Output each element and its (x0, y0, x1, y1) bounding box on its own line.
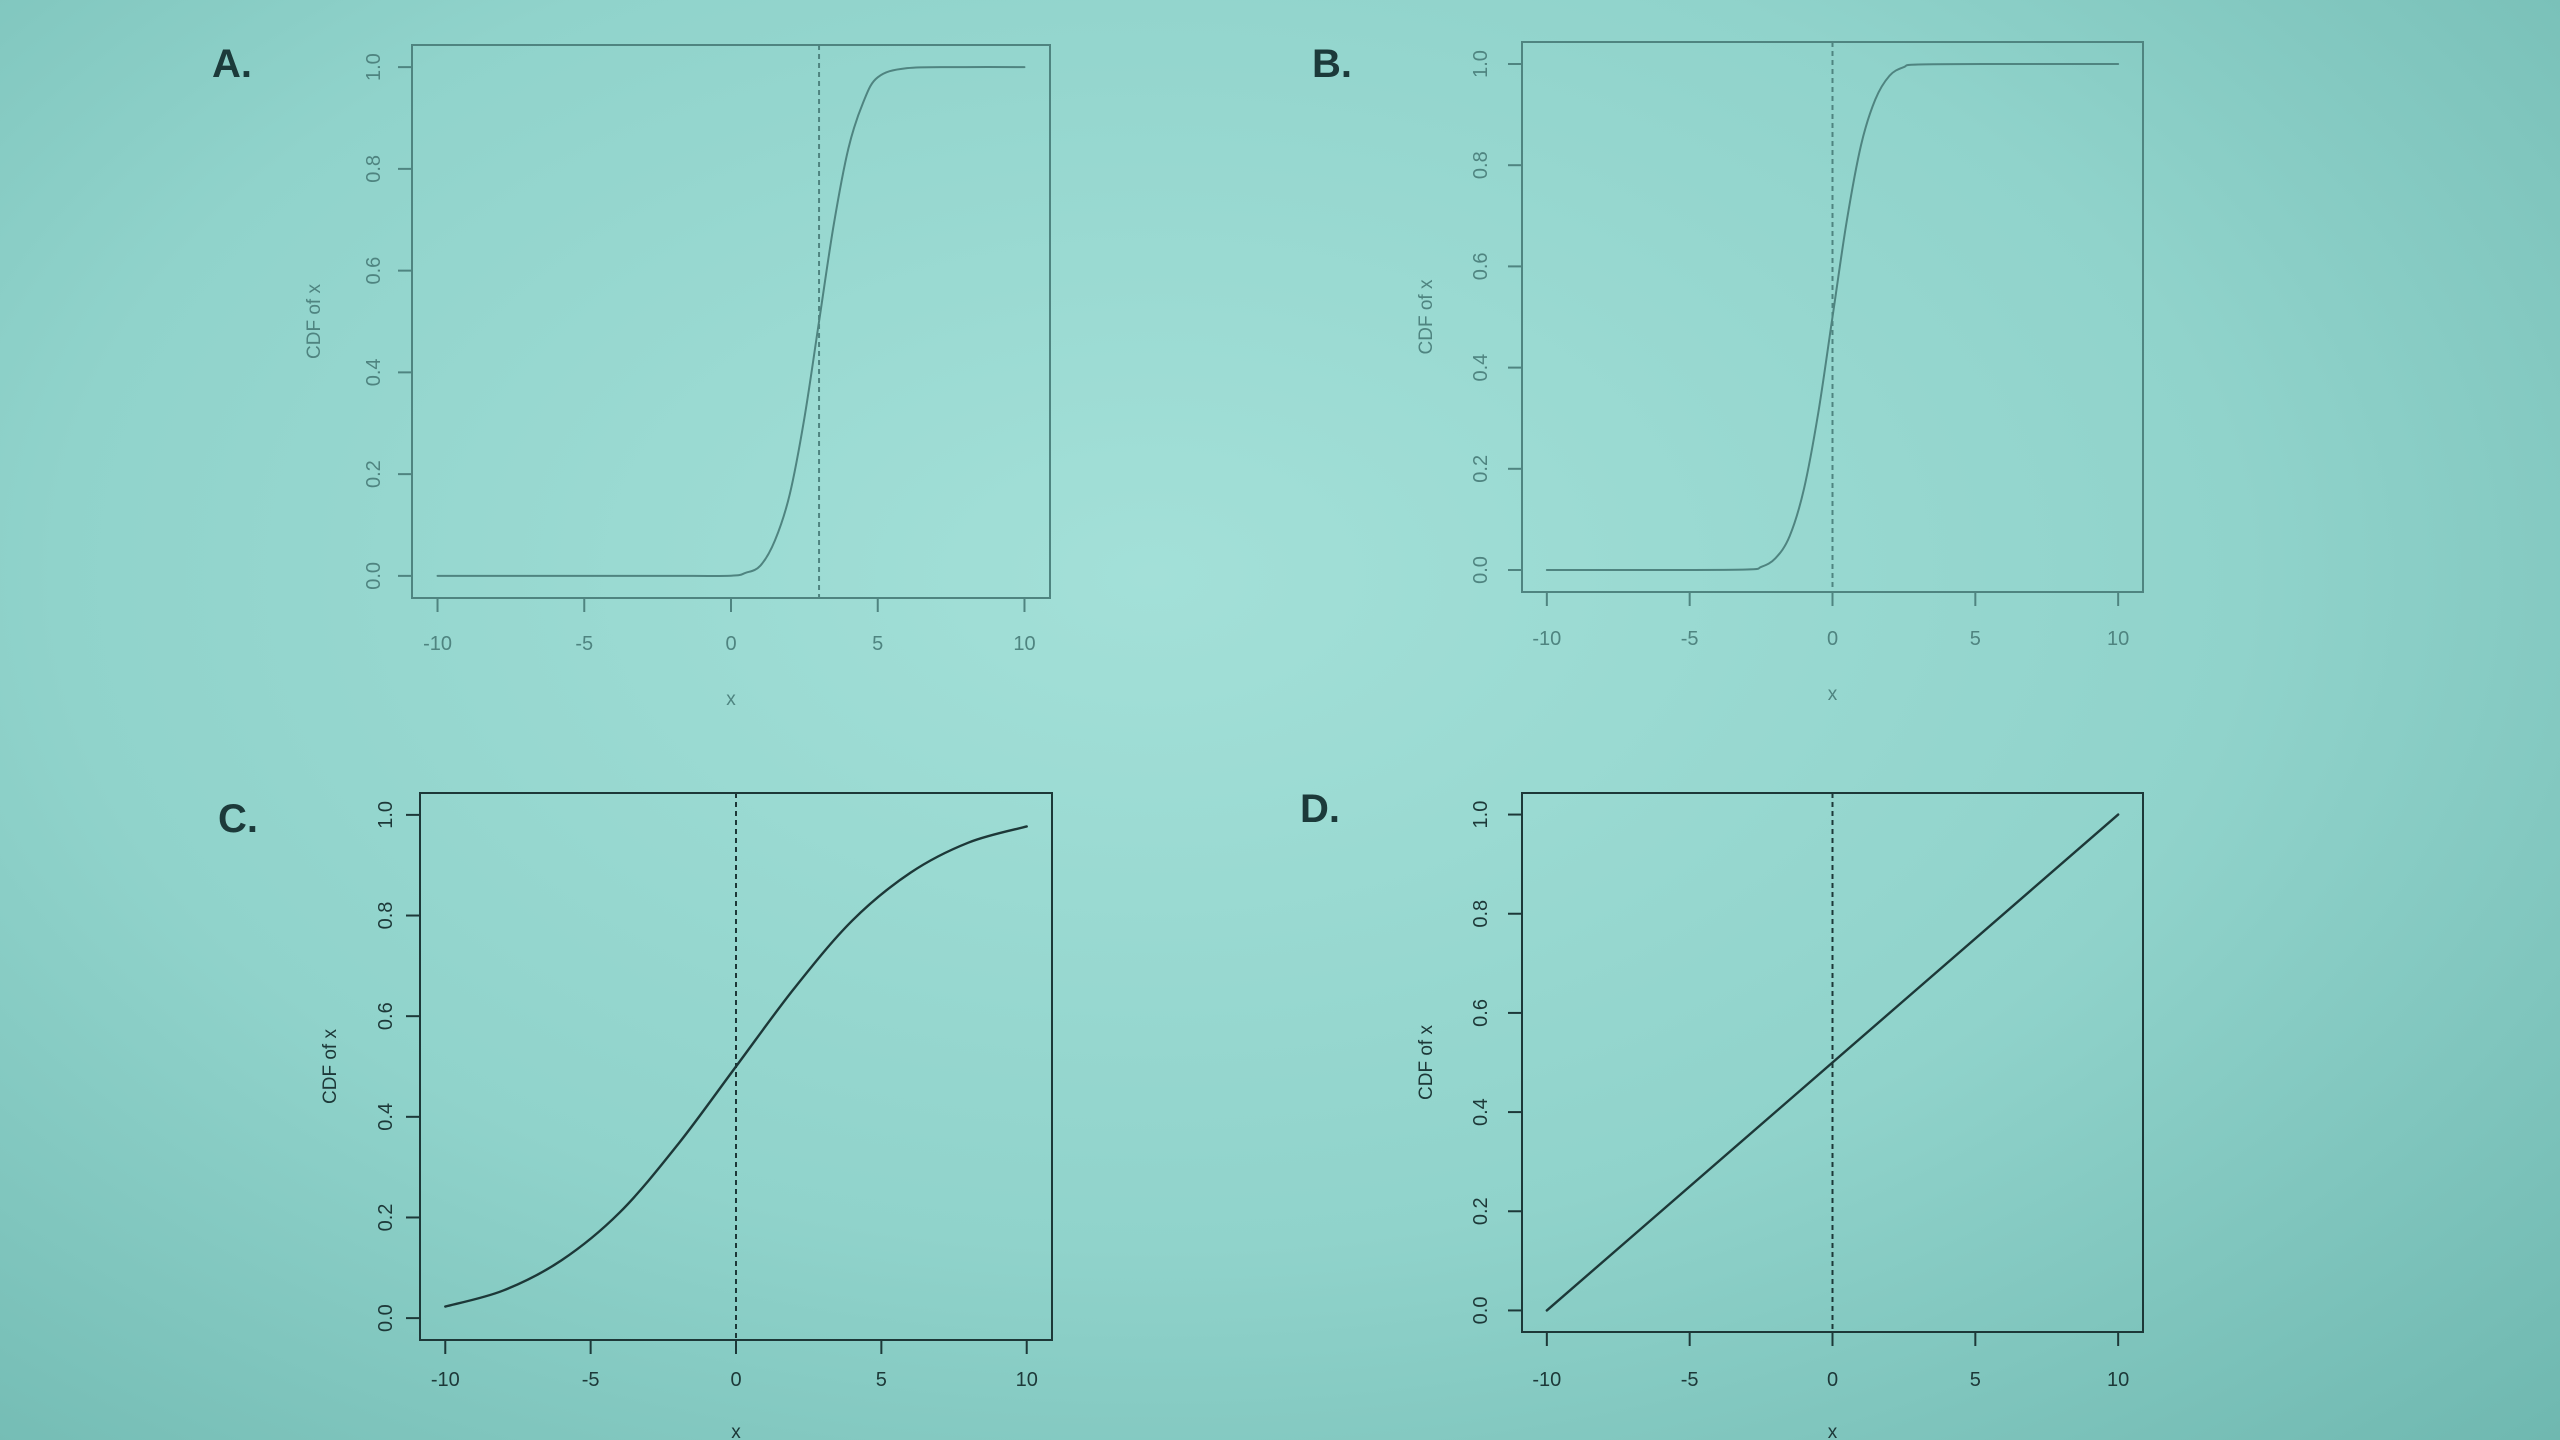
x-tick-label: -5 (575, 633, 593, 655)
y-tick-label: 1.0 (375, 801, 397, 829)
x-tick-label: -5 (582, 1369, 600, 1391)
x-tick-label: 5 (1970, 1369, 1981, 1391)
cdf-series-line (1545, 62, 2120, 572)
x-tick-label: 5 (872, 633, 883, 655)
y-axis-title: CDF of x (1416, 1025, 1437, 1100)
x-tick-label: -5 (1681, 1369, 1699, 1391)
y-tick-label: 0.4 (363, 358, 385, 386)
y-tick-label: 0.4 (1470, 1098, 1492, 1126)
y-tick-label: 1.0 (1470, 801, 1492, 829)
x-tick-label: 5 (1970, 628, 1981, 650)
x-axis-title: x (726, 689, 736, 710)
y-tick-label: 0.8 (363, 155, 385, 183)
y-tick-label: 0.2 (363, 460, 385, 488)
x-tick-label: -10 (431, 1369, 460, 1391)
y-tick-label: 0.0 (363, 562, 385, 590)
y-tick-label: 0.6 (363, 257, 385, 285)
panel-label: D. (1300, 787, 1340, 831)
y-axis-title: CDF of x (320, 1029, 341, 1104)
x-tick-label: 0 (725, 633, 736, 655)
chart-panel-3: C. -10 -5 0 5 10 0.0 0.2 0.4 0.6 0.8 1.0 x CDF of x (218, 792, 1053, 1440)
chart-panel-1: A. -10 -5 0 5 10 0.0 0.2 0.4 0.6 0.8 1.0 x CDF of x (212, 42, 1051, 710)
chart-panel-2: B. -10 -5 0 5 10 0.0 0.2 0.4 0.6 0.8 1.0 x CDF of x (1312, 41, 2144, 705)
x-tick-label: -10 (1532, 628, 1561, 650)
x-tick-label: -10 (423, 633, 452, 655)
y-tick-label: 0.0 (375, 1304, 397, 1332)
y-tick-label: 0.8 (375, 902, 397, 930)
y-axis-title: CDF of x (304, 284, 325, 359)
x-tick-label: 10 (1013, 633, 1035, 655)
y-tick-label: 0.4 (375, 1103, 397, 1131)
cdf-series-line (444, 825, 1028, 1308)
y-tick-label: 0.0 (1470, 1297, 1492, 1325)
x-tick-label: 10 (1016, 1369, 1038, 1391)
x-axis-title: x (1828, 684, 1838, 705)
x-tick-label: 5 (876, 1369, 887, 1391)
x-tick-label: 10 (2107, 628, 2129, 650)
x-tick-label: -10 (1532, 1369, 1561, 1391)
panel-label: A. (212, 42, 252, 86)
cdf-series-line (1545, 813, 2120, 1312)
y-tick-label: 1.0 (363, 53, 385, 81)
y-tick-label: 0.6 (1470, 252, 1492, 280)
y-tick-label: 0.0 (1470, 556, 1492, 584)
y-tick-label: 0.4 (1470, 354, 1492, 382)
y-tick-label: 1.0 (1470, 50, 1492, 78)
panel-label: C. (218, 797, 258, 841)
y-tick-label: 0.8 (1470, 900, 1492, 928)
x-axis-title: x (731, 1422, 741, 1440)
y-tick-label: 0.8 (1470, 151, 1492, 179)
chart-panel-4: D. -10 -5 0 5 10 0.0 0.2 0.4 0.6 0.8 1.0 x CDF of x (1300, 787, 2144, 1440)
x-tick-label: 0 (730, 1369, 741, 1391)
panel-label: B. (1312, 42, 1352, 86)
y-tick-label: 0.6 (375, 1002, 397, 1030)
x-tick-label: 10 (2107, 1369, 2129, 1391)
x-axis-title: x (1828, 1422, 1838, 1440)
y-axis-title: CDF of x (1416, 279, 1437, 354)
x-tick-label: 0 (1827, 1369, 1838, 1391)
plot-frame (411, 44, 1051, 599)
y-tick-label: 0.2 (1470, 455, 1492, 483)
x-tick-label: -5 (1681, 628, 1699, 650)
y-tick-label: 0.2 (375, 1204, 397, 1232)
y-tick-label: 0.6 (1470, 999, 1492, 1027)
y-tick-label: 0.2 (1470, 1197, 1492, 1225)
x-tick-label: 0 (1827, 628, 1838, 650)
cdf-series-line (436, 66, 1026, 577)
